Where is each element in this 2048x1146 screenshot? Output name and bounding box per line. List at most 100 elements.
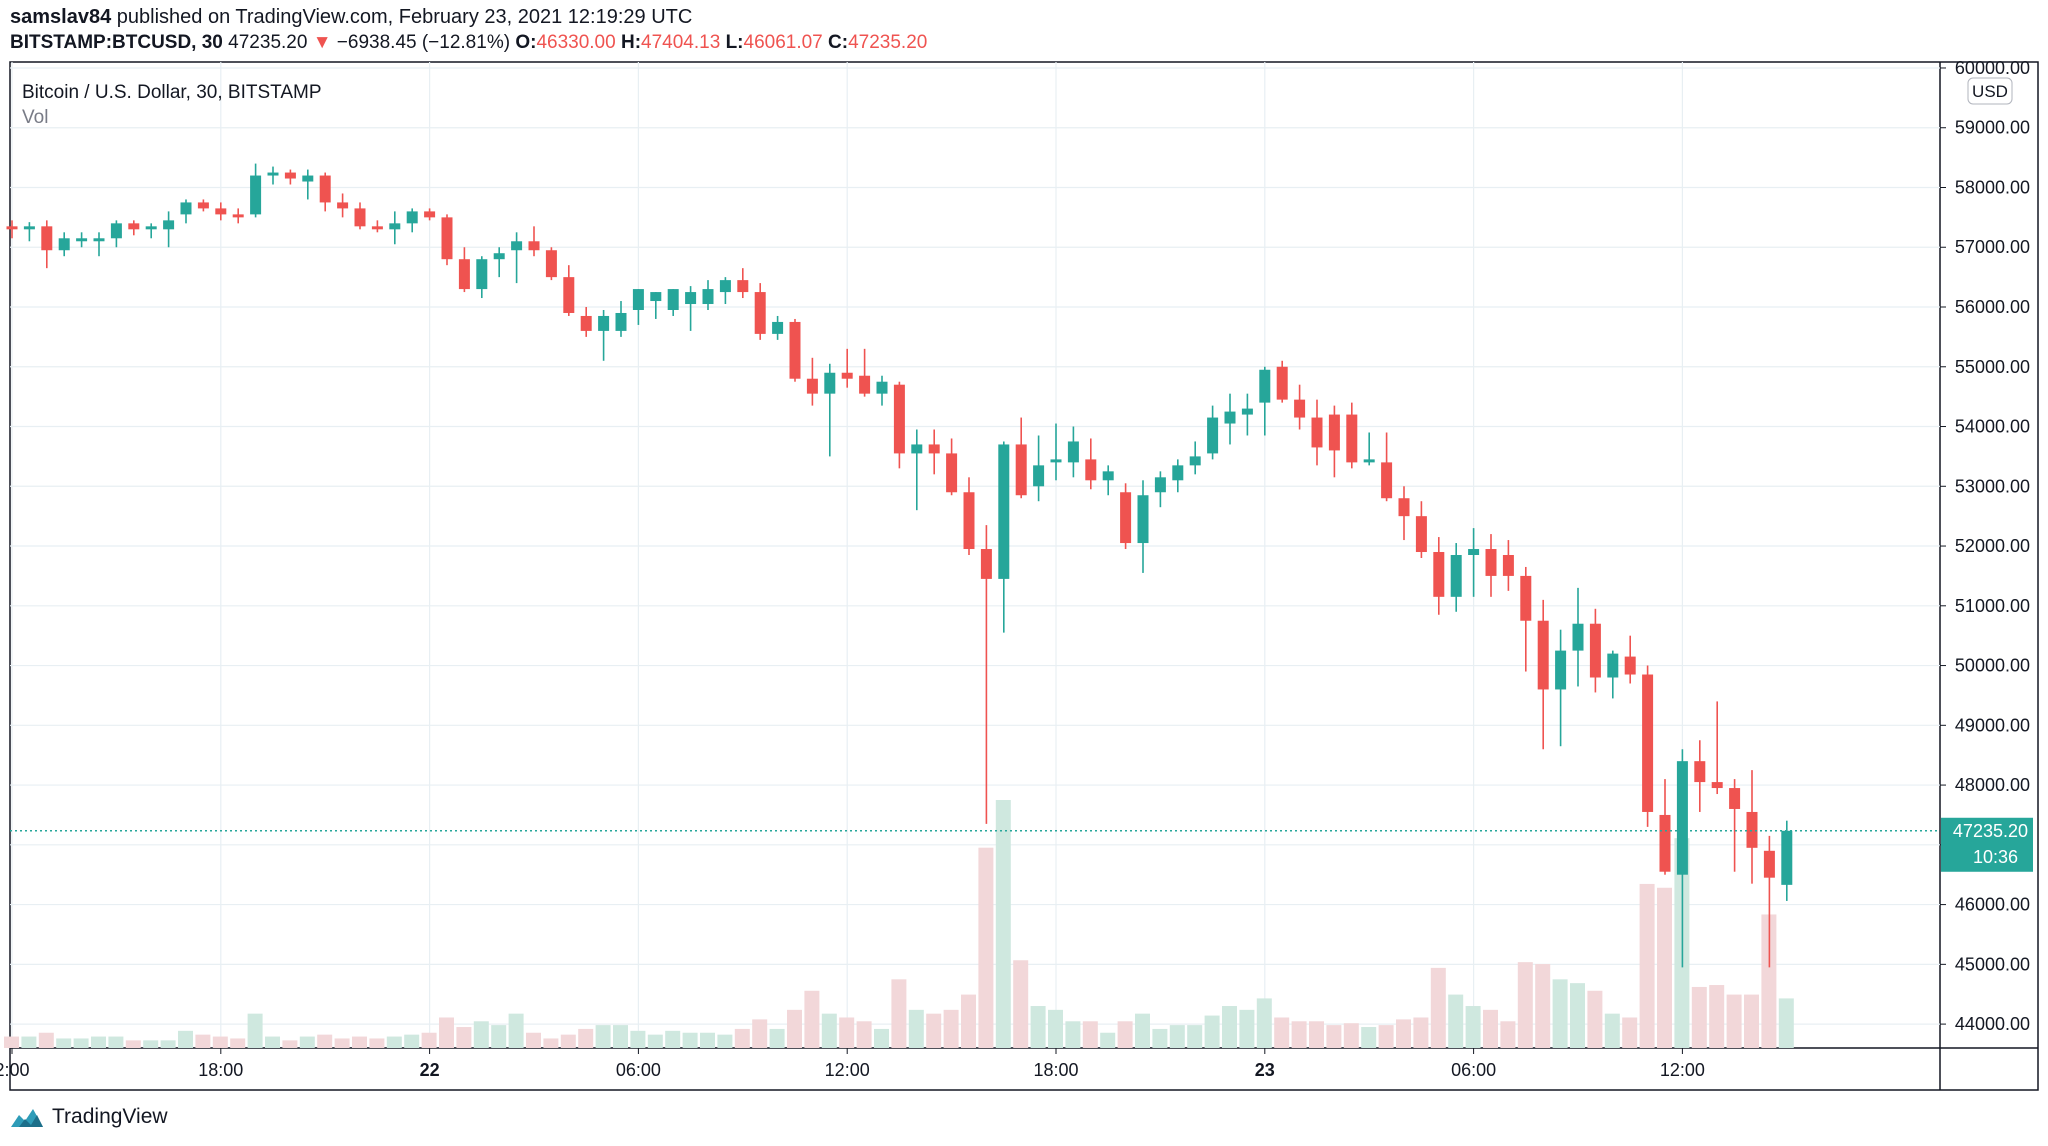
candle[interactable] [1328, 405, 1340, 478]
candle[interactable] [337, 193, 349, 218]
candle[interactable] [1120, 483, 1132, 550]
candle[interactable] [1555, 629, 1567, 747]
candle[interactable] [545, 247, 557, 281]
candle[interactable] [998, 441, 1010, 633]
candle[interactable] [1642, 665, 1654, 827]
candle[interactable] [6, 220, 18, 239]
candle[interactable] [1729, 779, 1741, 872]
candle[interactable] [1346, 402, 1358, 469]
candle[interactable] [737, 268, 749, 299]
price-axis[interactable]: 44000.0045000.0046000.0047000.0048000.00… [1940, 58, 2030, 1034]
candle[interactable] [1781, 820, 1793, 901]
candle[interactable] [1363, 432, 1375, 466]
candle[interactable] [250, 163, 262, 218]
candle[interactable] [1207, 405, 1219, 460]
candle[interactable] [1311, 399, 1323, 466]
candle[interactable] [389, 211, 401, 245]
candle[interactable] [1172, 459, 1184, 493]
candle[interactable] [1294, 384, 1306, 430]
candle[interactable] [685, 286, 697, 331]
candle[interactable] [754, 283, 766, 340]
candle[interactable] [1085, 438, 1097, 490]
candle[interactable] [911, 429, 923, 511]
candle[interactable] [1137, 480, 1149, 573]
candle[interactable] [1485, 534, 1497, 597]
candle[interactable] [876, 375, 888, 406]
candle[interactable] [1102, 465, 1114, 496]
footer-brand[interactable]: TradingView [52, 1105, 168, 1128]
candle[interactable] [41, 220, 53, 269]
candle[interactable] [110, 220, 122, 248]
time-axis[interactable]: 2:00 18:00 22 06:00 12:00 18:00 23 06:00 12:00 [0, 1048, 1705, 1080]
candle[interactable] [1694, 740, 1706, 812]
candle[interactable] [1224, 393, 1236, 445]
candle[interactable] [163, 211, 175, 248]
candle[interactable] [1015, 417, 1027, 499]
candle[interactable] [806, 357, 818, 406]
candle[interactable] [267, 166, 279, 185]
candle[interactable] [145, 223, 157, 239]
candle[interactable] [1415, 501, 1427, 558]
candle[interactable] [859, 348, 871, 397]
candle[interactable] [615, 301, 627, 337]
currency-badge[interactable] [1967, 77, 2013, 105]
candle[interactable] [76, 232, 88, 248]
candle[interactable] [493, 247, 505, 278]
candle[interactable] [1572, 587, 1584, 687]
candle[interactable] [1276, 360, 1288, 403]
candle[interactable] [458, 247, 470, 293]
candle[interactable] [232, 208, 244, 224]
candle[interactable] [719, 277, 731, 305]
candle[interactable] [893, 381, 905, 469]
candle[interactable] [1050, 423, 1062, 481]
candle[interactable] [424, 208, 436, 221]
candle[interactable] [702, 280, 714, 310]
candle[interactable] [1607, 650, 1619, 699]
candle[interactable] [1537, 599, 1549, 750]
candle[interactable] [319, 172, 331, 212]
candle[interactable] [1763, 835, 1775, 968]
candle[interactable] [1381, 432, 1393, 502]
candle[interactable] [980, 525, 992, 824]
candle[interactable] [1189, 441, 1201, 475]
candle[interactable] [667, 289, 679, 316]
candle[interactable] [441, 214, 453, 266]
candle[interactable] [180, 199, 192, 224]
candle[interactable] [963, 477, 975, 555]
candle[interactable] [511, 232, 523, 284]
candle[interactable] [632, 289, 644, 325]
candle[interactable] [1033, 435, 1045, 502]
candle[interactable] [476, 256, 488, 299]
candle[interactable] [354, 202, 366, 230]
candle[interactable] [1433, 537, 1445, 615]
candle[interactable] [1067, 426, 1079, 478]
candle[interactable] [1520, 566, 1532, 672]
candle[interactable] [1154, 471, 1166, 508]
candle[interactable] [580, 307, 592, 337]
candle[interactable] [1398, 486, 1410, 541]
candle[interactable] [563, 265, 575, 316]
candle[interactable] [598, 309, 610, 361]
candle[interactable] [928, 429, 940, 475]
candle[interactable] [1589, 608, 1601, 693]
candle[interactable] [1502, 540, 1514, 591]
candle[interactable] [1746, 770, 1758, 884]
candle[interactable] [23, 222, 35, 242]
candle[interactable] [789, 318, 801, 382]
candle[interactable] [1624, 635, 1636, 684]
candle[interactable] [528, 226, 540, 257]
candle[interactable] [1659, 779, 1671, 875]
candle[interactable] [1711, 701, 1723, 795]
candle[interactable] [1450, 543, 1462, 612]
candle[interactable] [406, 208, 418, 233]
candle[interactable] [772, 315, 784, 340]
candle[interactable] [371, 220, 383, 233]
publisher-user[interactable]: samslav84 [10, 6, 112, 28]
candle[interactable] [302, 169, 314, 200]
candle[interactable] [215, 202, 227, 221]
candle[interactable] [197, 199, 209, 212]
candle[interactable] [128, 220, 140, 236]
candles[interactable] [6, 163, 1793, 968]
candle[interactable] [284, 169, 296, 185]
